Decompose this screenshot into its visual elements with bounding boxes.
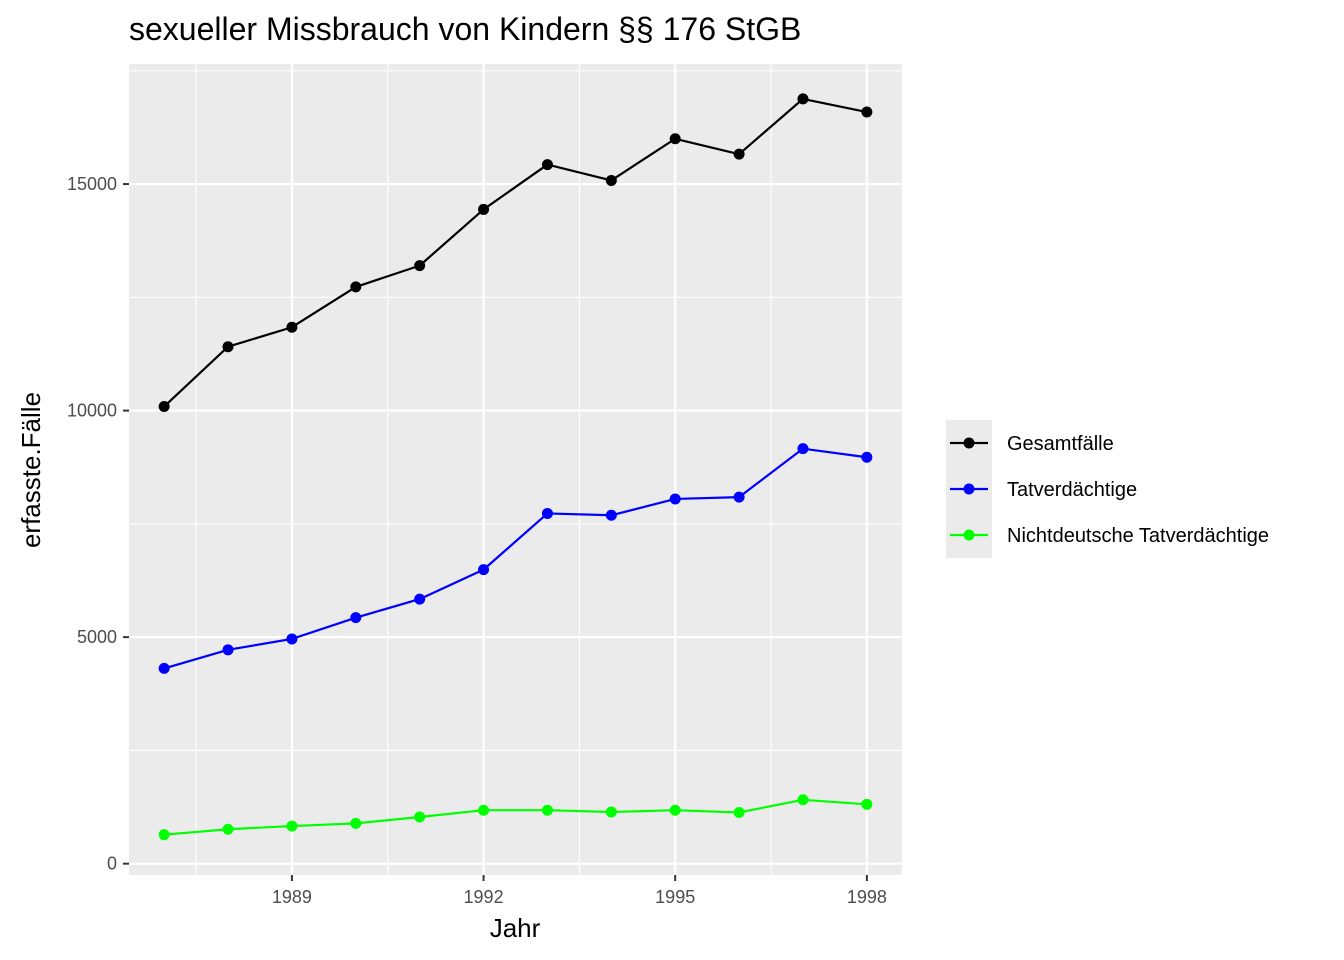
data-point: [158, 401, 170, 413]
data-point: [797, 93, 809, 105]
data-point: [861, 106, 873, 118]
data-point: [861, 451, 873, 463]
data-point: [478, 804, 490, 816]
data-point: [733, 491, 745, 503]
data-point: [669, 133, 681, 145]
series-line: [163, 97, 868, 408]
data-point: [414, 260, 426, 272]
x-tick-label: 1992: [464, 887, 504, 907]
plot-panel: [129, 64, 902, 875]
data-point: [286, 633, 298, 645]
data-point: [414, 593, 426, 605]
x-tick-label: 1995: [655, 887, 695, 907]
data-point: [669, 493, 681, 505]
y-tick-label: 0: [107, 854, 117, 874]
data-point: [350, 612, 362, 624]
data-point: [158, 662, 170, 674]
legend-entry: Nichtdeutsche Tatverdächtige: [950, 525, 1269, 547]
data-point: [222, 823, 234, 835]
data-point: [286, 820, 298, 832]
y-tick-label: 15000: [67, 174, 117, 194]
data-point: [797, 794, 809, 806]
series-line: [163, 447, 868, 670]
x-tick-labels: 1989 1992 1995 1998: [272, 887, 887, 907]
data-point: [797, 443, 809, 455]
data-point: [733, 806, 745, 818]
legend-label: Nichtdeutsche Tatverdächtige: [1007, 525, 1269, 547]
x-tick-label: 1998: [847, 887, 887, 907]
data-point: [350, 817, 362, 829]
data-point: [158, 829, 170, 841]
data-point: [541, 507, 553, 519]
legend-label: Tatverdächtige: [1007, 479, 1137, 501]
major-gridlines: [129, 64, 902, 875]
data-point: [414, 811, 426, 823]
legend-key-point: [963, 437, 975, 449]
series-layer: [158, 93, 873, 841]
data-point: [605, 509, 617, 521]
data-point: [222, 644, 234, 656]
legend: Gesamtfälle Tatverdächtige Nichtdeutsche T…: [946, 420, 1269, 558]
x-tick-label: 1989: [272, 887, 312, 907]
legend-entry: Tatverdächtige: [950, 479, 1137, 501]
series-3: [158, 794, 873, 841]
legend-entry: Gesamtfälle: [950, 433, 1114, 455]
data-point: [286, 321, 298, 333]
legend-key-point: [963, 483, 975, 495]
data-point: [478, 564, 490, 576]
data-point: [605, 174, 617, 186]
data-point: [350, 281, 362, 293]
axis-ticks: [123, 183, 868, 881]
data-point: [541, 804, 553, 816]
data-point: [605, 806, 617, 818]
y-tick-label: 5000: [77, 627, 117, 647]
legend-label: Gesamtfälle: [1007, 433, 1114, 455]
data-point: [861, 798, 873, 810]
minor-gridlines: [129, 64, 902, 875]
series-1: [158, 93, 873, 413]
x-axis-title: Jahr: [490, 913, 541, 943]
data-point: [222, 341, 234, 353]
series-2: [158, 443, 873, 674]
series-line: [164, 798, 867, 836]
legend-key-point: [963, 529, 975, 541]
data-point: [669, 804, 681, 816]
data-point: [733, 148, 745, 160]
chart-title: sexueller Missbrauch von Kindern §§ 176 …: [129, 11, 801, 47]
y-axis-title: erfasste.Fälle: [16, 392, 46, 548]
data-point: [541, 159, 553, 171]
y-tick-label: 10000: [67, 401, 117, 421]
data-point: [478, 203, 490, 215]
y-tick-labels: 0 5000 10000 15000: [67, 174, 117, 874]
